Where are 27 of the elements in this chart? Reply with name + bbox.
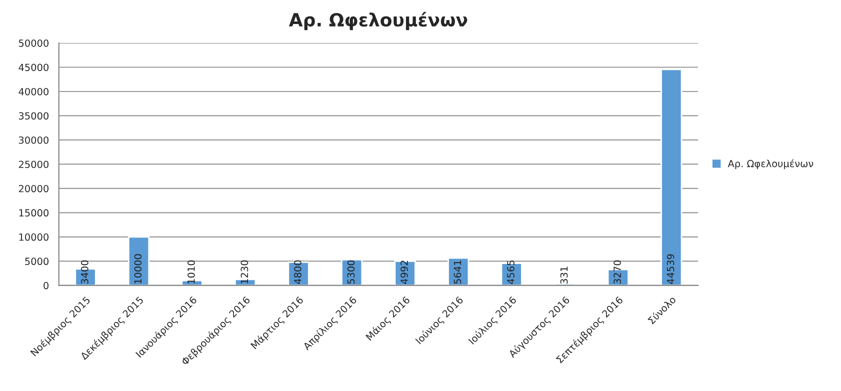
- data-label: 4565: [507, 260, 514, 284]
- data-label: 10000: [134, 254, 142, 284]
- data-label: 331: [560, 266, 568, 284]
- y-tick-label: 50000: [18, 39, 48, 47]
- y-tick-label: 35000: [18, 112, 48, 120]
- y-tick-label: 20000: [18, 184, 48, 192]
- y-tick-label: 10000: [19, 233, 48, 241]
- data-label: 4800: [294, 260, 302, 284]
- data-label: 44539: [666, 254, 674, 284]
- data-label: 1010: [187, 260, 195, 284]
- y-tick-label: 40000: [18, 88, 48, 96]
- data-label: 5641: [454, 260, 462, 284]
- chart-title: Αρ. Ωφελουμένων: [288, 12, 468, 30]
- data-label: 1230: [240, 260, 248, 284]
- bar: [128, 236, 150, 286]
- y-tick-label: 30000: [18, 136, 48, 144]
- data-label: 5300: [347, 260, 355, 284]
- y-tick-label: 15000: [19, 209, 48, 217]
- y-tick-label: 25000: [18, 160, 48, 168]
- y-tick-label: 0: [44, 282, 48, 290]
- y-tick-label: 45000: [18, 64, 48, 72]
- data-label: 4992: [400, 260, 408, 284]
- legend-label: Αρ. Ωφελουμένων: [728, 159, 814, 170]
- y-tick-label: 5000: [25, 258, 48, 266]
- bar: [660, 68, 682, 286]
- data-label: 3400: [80, 260, 88, 284]
- data-label: 3270: [614, 260, 621, 284]
